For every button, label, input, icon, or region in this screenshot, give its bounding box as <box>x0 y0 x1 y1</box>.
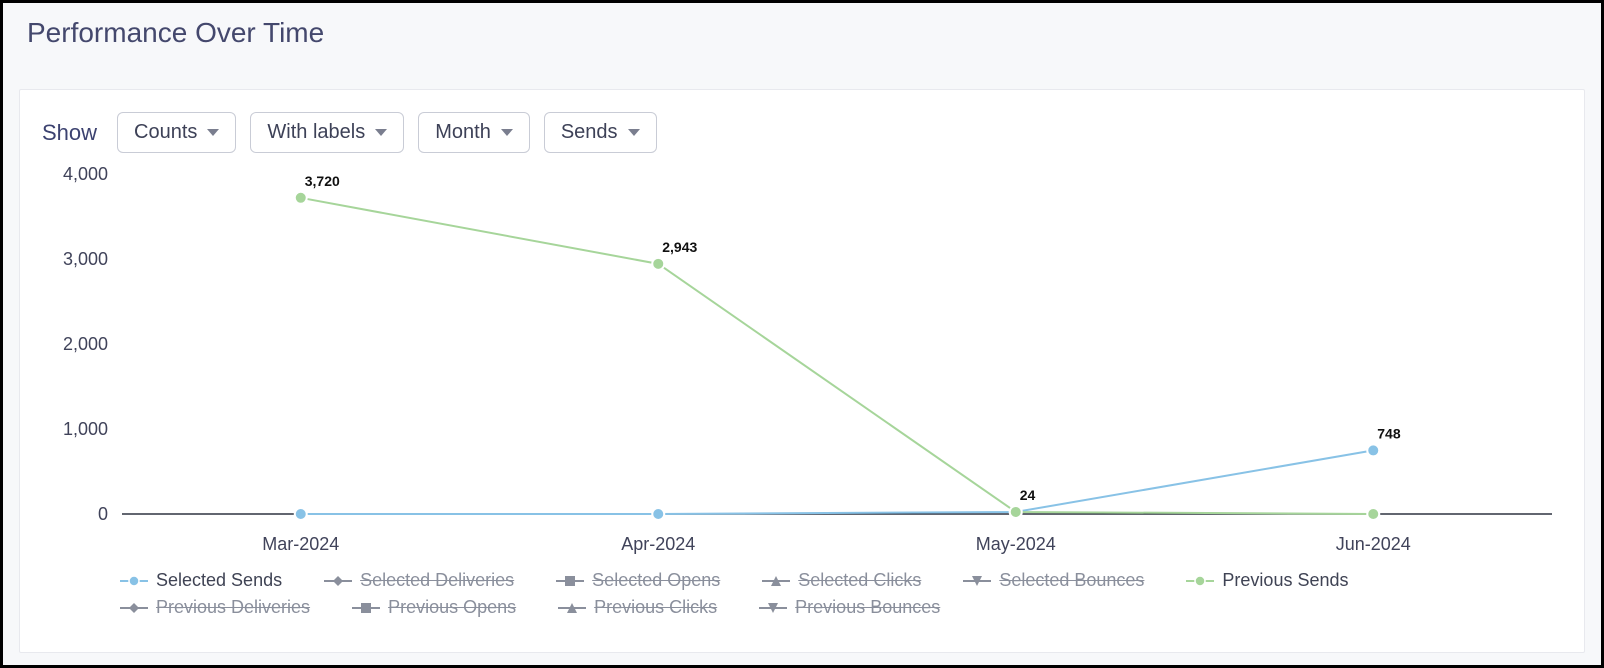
dropdown-metric-value: Counts <box>134 121 197 144</box>
chart-series-point[interactable] <box>295 508 307 520</box>
chevron-down-icon <box>207 129 219 136</box>
legend-item-label: Previous Sends <box>1222 570 1348 591</box>
legend-swatch <box>963 574 991 588</box>
dropdown-measure-value: Sends <box>561 121 618 144</box>
chevron-down-icon <box>375 129 387 136</box>
legend-item-label: Selected Sends <box>156 570 282 591</box>
data-point-label: 24 <box>1020 487 1036 503</box>
chart-card: Show Counts With labels Month Sends 0 1,0… <box>19 89 1585 653</box>
y-tick-label: 3,000 <box>63 249 108 269</box>
chart-series-line <box>301 450 1374 514</box>
y-tick-label: 2,000 <box>63 334 108 354</box>
dropdown-labels-value: With labels <box>267 121 365 144</box>
dropdown-interval-value: Month <box>435 121 491 144</box>
y-tick-label: 4,000 <box>63 164 108 184</box>
legend-swatch <box>352 601 380 615</box>
y-tick-label: 1,000 <box>63 419 108 439</box>
chart-series-point[interactable] <box>1010 506 1022 518</box>
x-tick-label: May-2024 <box>976 534 1056 554</box>
legend-item-label: Previous Deliveries <box>156 597 310 618</box>
dropdown-metric[interactable]: Counts <box>117 112 236 153</box>
line-chart: 0 1,000 2,000 3,000 4,000 Mar-2024 Apr-2024 May… <box>42 164 1570 564</box>
legend-swatch <box>120 574 148 588</box>
legend-item-previous-bounces[interactable]: Previous Bounces <box>759 597 940 618</box>
legend-item-previous-opens[interactable]: Previous Opens <box>352 597 516 618</box>
legend-item-label: Selected Clicks <box>798 570 921 591</box>
chart-controls: Show Counts With labels Month Sends <box>42 112 1562 153</box>
legend-swatch <box>120 601 148 615</box>
chart-legend: Selected Sends Selected Deliveries Selecte… <box>42 564 1562 618</box>
chevron-down-icon <box>628 129 640 136</box>
legend-item-selected-sends[interactable]: Selected Sends <box>120 570 282 591</box>
legend-swatch <box>324 574 352 588</box>
dropdown-measure[interactable]: Sends <box>544 112 657 153</box>
chart-series-point[interactable] <box>1367 508 1379 520</box>
data-point-label: 3,720 <box>305 173 340 189</box>
chart-series-line <box>301 198 1374 514</box>
legend-item-label: Previous Bounces <box>795 597 940 618</box>
chart-series-point[interactable] <box>295 192 307 204</box>
x-tick-label: Jun-2024 <box>1336 534 1411 554</box>
dropdown-interval[interactable]: Month <box>418 112 530 153</box>
legend-swatch <box>762 574 790 588</box>
legend-item-label: Selected Deliveries <box>360 570 514 591</box>
y-tick-label: 0 <box>98 504 108 524</box>
x-tick-label: Apr-2024 <box>621 534 695 554</box>
chart-series-point[interactable] <box>652 258 664 270</box>
legend-item-label: Previous Opens <box>388 597 516 618</box>
legend-swatch <box>558 601 586 615</box>
show-label: Show <box>42 120 97 146</box>
chart-series-point[interactable] <box>652 508 664 520</box>
legend-item-selected-clicks[interactable]: Selected Clicks <box>762 570 921 591</box>
legend-item-selected-bounces[interactable]: Selected Bounces <box>963 570 1144 591</box>
legend-item-previous-sends[interactable]: Previous Sends <box>1186 570 1348 591</box>
legend-item-label: Selected Bounces <box>999 570 1144 591</box>
legend-item-label: Selected Opens <box>592 570 720 591</box>
performance-panel: Performance Over Time Show Counts With l… <box>0 0 1604 668</box>
legend-swatch <box>1186 574 1214 588</box>
dropdown-labels[interactable]: With labels <box>250 112 404 153</box>
legend-swatch <box>759 601 787 615</box>
legend-item-selected-opens[interactable]: Selected Opens <box>556 570 720 591</box>
page-title: Performance Over Time <box>3 3 1601 49</box>
legend-swatch <box>556 574 584 588</box>
legend-item-previous-deliveries[interactable]: Previous Deliveries <box>120 597 310 618</box>
legend-item-selected-deliveries[interactable]: Selected Deliveries <box>324 570 514 591</box>
legend-item-previous-clicks[interactable]: Previous Clicks <box>558 597 717 618</box>
data-point-label: 748 <box>1377 425 1401 441</box>
chart-series-point[interactable] <box>1367 444 1379 456</box>
data-point-label: 2,943 <box>662 239 697 255</box>
x-tick-label: Mar-2024 <box>262 534 339 554</box>
chart-area: 0 1,000 2,000 3,000 4,000 Mar-2024 Apr-2024 May… <box>42 164 1562 642</box>
chevron-down-icon <box>501 129 513 136</box>
legend-item-label: Previous Clicks <box>594 597 717 618</box>
